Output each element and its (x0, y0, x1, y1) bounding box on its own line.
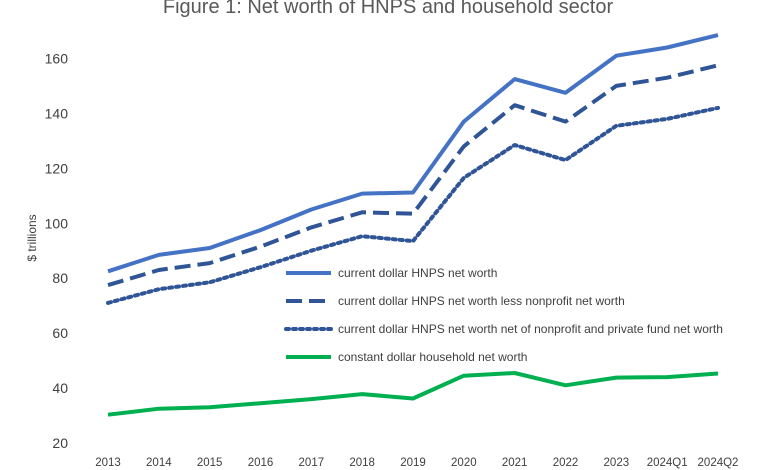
legend: current dollar HNPS net worth current dol… (284, 266, 723, 364)
chart-title: Figure 1: Net worth of HNPS and househol… (163, 0, 614, 18)
legend-label-1: current dollar HNPS net worth (338, 266, 497, 280)
legend-label-4: constant dollar household net worth (338, 350, 527, 364)
x-tick-label: 2022 (553, 457, 579, 469)
series-layer (106, 33, 720, 417)
y-axis-title: $ trillions (25, 214, 39, 261)
y-axis: 20 40 60 80 100 120 140 160 (45, 50, 69, 451)
y-tick-label: 40 (52, 380, 68, 396)
x-tick-label: 2024Q1 (647, 457, 688, 469)
x-tick-label: 2024Q2 (698, 457, 739, 469)
series-line-1 (107, 33, 719, 274)
x-axis: 2013 2014 2015 2016 2017 2018 2019 2020 2021 2022… (95, 457, 738, 469)
series-line-4 (107, 371, 719, 417)
y-tick-label: 100 (45, 215, 69, 231)
x-tick-label: 2021 (502, 457, 528, 469)
legend-label-2: current dollar HNPS net worth less nonpr… (338, 294, 625, 308)
series-line-2 (107, 63, 719, 288)
y-tick-label: 20 (52, 435, 68, 451)
x-tick-label: 2017 (299, 457, 325, 469)
x-tick-label: 2015 (197, 457, 223, 469)
x-tick-label: 2018 (349, 457, 375, 469)
x-tick-label: 2016 (248, 457, 274, 469)
series-line-3 (106, 105, 720, 305)
x-tick-label: 2019 (400, 457, 426, 469)
y-tick-label: 60 (52, 325, 68, 341)
x-tick-label: 2014 (146, 457, 172, 469)
x-tick-label: 2023 (604, 457, 630, 469)
x-tick-label: 2013 (95, 457, 121, 469)
legend-label-3: current dollar HNPS net worth net of non… (338, 322, 723, 336)
y-tick-label: 120 (45, 160, 69, 176)
y-tick-label: 140 (45, 105, 69, 121)
y-tick-label: 80 (52, 270, 68, 286)
x-tick-label: 2020 (451, 457, 477, 469)
y-tick-label: 160 (45, 50, 69, 66)
